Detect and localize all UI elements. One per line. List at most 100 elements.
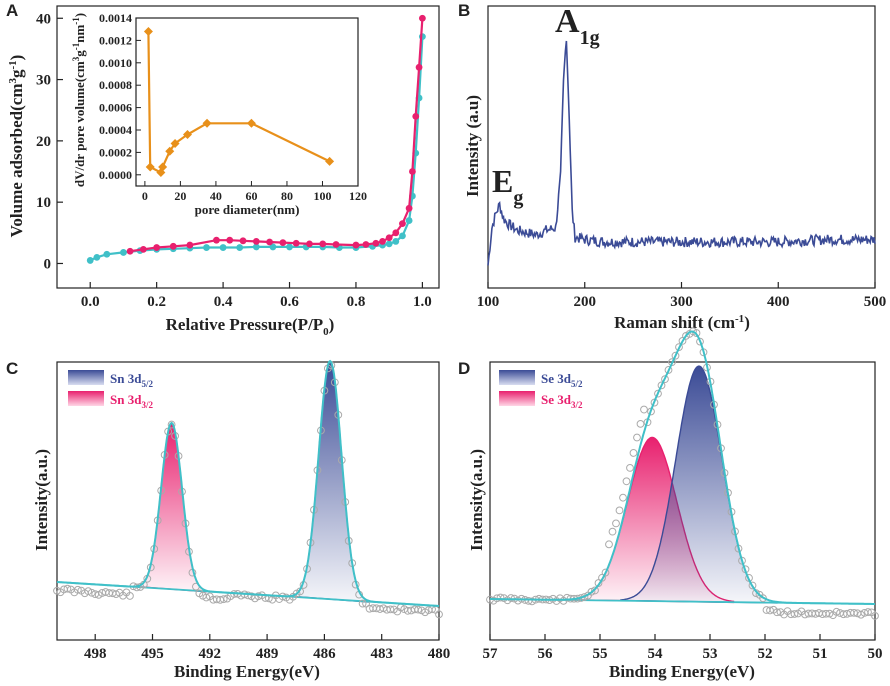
a-x-tick-label: 1.0 bbox=[413, 294, 432, 310]
adsorption-point bbox=[252, 243, 260, 251]
xps-x-tick-label: 53 bbox=[703, 646, 718, 662]
desorption-point bbox=[418, 14, 426, 22]
panel-d-letter: D bbox=[458, 359, 470, 378]
adsorption-point bbox=[203, 244, 210, 251]
desorption-point bbox=[139, 245, 147, 253]
panel-d: D 57 56 55 54 53 52 51 50 Se 3d5/2 Se 3d3/2 Bin… bbox=[458, 327, 883, 681]
inset-x-tick-label: 20 bbox=[174, 189, 186, 203]
xps-x-tick-label: 498 bbox=[84, 646, 107, 662]
b-x-tick-label: 200 bbox=[574, 294, 597, 310]
panel-c-x-title: Binding Energy(eV) bbox=[174, 662, 320, 681]
desorption-point bbox=[319, 240, 327, 248]
panel-d-legend: Se 3d5/2 Se 3d3/2 bbox=[499, 370, 583, 410]
xps-data-point bbox=[671, 351, 680, 360]
xps-data-point bbox=[626, 463, 634, 472]
desorption-point bbox=[405, 204, 413, 212]
legend-label-se-5-2: Se 3d5/2 bbox=[541, 371, 583, 389]
xps-data-point bbox=[605, 540, 613, 549]
panel-b-letter: B bbox=[458, 1, 470, 20]
xps-data-point bbox=[126, 592, 134, 600]
adsorption-point bbox=[385, 240, 393, 248]
legend-label-se-3-2: Se 3d3/2 bbox=[541, 392, 583, 410]
adsorption-point bbox=[93, 253, 101, 261]
panel-a: A 0.0 0.2 0.4 0.6 0.8 1.0 0 10 20 30 40 Relative … bbox=[6, 1, 440, 338]
panel-a-frame bbox=[56, 5, 440, 289]
panel-d-plot bbox=[486, 327, 879, 620]
inset-x-tick-label: 100 bbox=[313, 189, 331, 203]
inset-point bbox=[158, 162, 168, 172]
desorption-point bbox=[239, 237, 247, 245]
xps-data-point bbox=[63, 584, 72, 593]
panel-d-x-ticks: 57 56 55 54 53 52 51 50 bbox=[483, 634, 883, 662]
desorption-point bbox=[399, 220, 406, 228]
xps-data-point bbox=[664, 366, 673, 374]
desorption-point bbox=[415, 63, 423, 71]
panel-c-letter: C bbox=[6, 359, 18, 378]
xps-data-point bbox=[657, 381, 666, 390]
desorption-point bbox=[332, 241, 340, 248]
inset-line bbox=[147, 31, 331, 175]
adsorption-line bbox=[89, 36, 424, 262]
legend-swatch-sn-5-2 bbox=[68, 370, 104, 385]
xps-data-point bbox=[167, 420, 176, 429]
xps-data-point bbox=[414, 605, 423, 614]
inset-y-tick-label: 0.0002 bbox=[99, 145, 132, 159]
xps-data-point bbox=[864, 608, 872, 616]
panel-a-y-title: Volume adsorbed(cm3g-1) bbox=[7, 55, 26, 238]
adsorption-point bbox=[269, 243, 277, 251]
a-x-tick-label: 0.0 bbox=[81, 294, 100, 310]
adsorption-point bbox=[86, 257, 94, 264]
xps-data-point bbox=[748, 581, 757, 590]
desorption-point bbox=[153, 244, 161, 251]
b-x-tick-label: 500 bbox=[864, 294, 887, 310]
a-x-tick-label: 0.4 bbox=[214, 294, 233, 310]
xps-data-point bbox=[244, 591, 252, 600]
xps-data-point bbox=[661, 375, 669, 384]
adsorption-point bbox=[103, 250, 111, 258]
inset-x-title: pore diameter(nm) bbox=[195, 202, 300, 217]
xps-x-tick-label: 57 bbox=[483, 646, 499, 662]
a-y-tick-label: 20 bbox=[36, 134, 51, 150]
inset-point bbox=[170, 138, 180, 148]
xps-data-point bbox=[654, 389, 662, 398]
xps-data-point bbox=[73, 585, 82, 594]
panel-b: B 100 200 300 400 500 A1g Eg Raman shift (cm… bbox=[458, 1, 886, 332]
xps-x-tick-label: 489 bbox=[256, 646, 279, 662]
panel-d-y-title: Intensity(a.u.) bbox=[467, 449, 486, 551]
xps-data-point bbox=[640, 405, 648, 414]
panel-d-x-title: Binding Energy(eV) bbox=[609, 662, 755, 681]
inset-x-tick-label: 60 bbox=[245, 189, 257, 203]
panel-c-y-title: Intensity(a.u.) bbox=[32, 449, 51, 551]
xps-x-tick-label: 51 bbox=[813, 646, 828, 662]
panel-d-frame bbox=[489, 361, 876, 641]
xps-data-point bbox=[871, 611, 879, 620]
xps-data-point bbox=[850, 608, 858, 617]
inset-frame bbox=[135, 17, 359, 187]
desorption-point bbox=[392, 229, 400, 237]
inset-y-tick-label: 0.0006 bbox=[99, 101, 132, 115]
adsorption-point bbox=[236, 244, 244, 251]
xps-data-point bbox=[507, 594, 515, 602]
xps-x-tick-label: 486 bbox=[313, 646, 336, 662]
raman-spectrum-line bbox=[487, 40, 876, 266]
xps-data-point bbox=[386, 605, 395, 614]
desorption-point bbox=[306, 240, 313, 248]
a-y-tick-label: 40 bbox=[36, 11, 51, 27]
desorption-point bbox=[279, 239, 287, 247]
xps-x-tick-label: 492 bbox=[199, 646, 222, 662]
desorption-point bbox=[226, 236, 234, 244]
xps-data-point bbox=[692, 329, 701, 337]
peak-label-a1g: A1g bbox=[555, 3, 600, 49]
b-x-tick-label: 400 bbox=[767, 294, 790, 310]
xps-data-point bbox=[633, 433, 641, 442]
panel-a-x-ticks: 0.0 0.2 0.4 0.6 0.8 1.0 bbox=[81, 282, 432, 310]
inset-point bbox=[246, 118, 256, 128]
xps-data-point bbox=[591, 586, 599, 595]
xps-data-point bbox=[254, 592, 263, 601]
a-x-tick-label: 0.6 bbox=[280, 294, 299, 310]
xps-envelope-line bbox=[490, 330, 875, 605]
xps-data-point bbox=[612, 519, 620, 528]
xps-peak-fill bbox=[291, 360, 369, 603]
xps-data-point bbox=[766, 606, 774, 615]
legend-swatch-se-3-2 bbox=[499, 391, 535, 406]
